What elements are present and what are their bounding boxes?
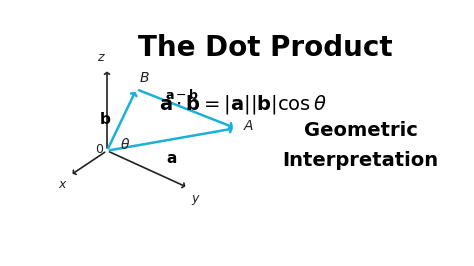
- Text: $\mathbf{a} \cdot \mathbf{b} = |\mathbf{a}||\mathbf{b}|\cos\theta$: $\mathbf{a} \cdot \mathbf{b} = |\mathbf{…: [159, 93, 327, 116]
- Text: $\mathbf{a}$: $\mathbf{a}$: [166, 151, 178, 166]
- Text: $\theta$: $\theta$: [119, 137, 130, 152]
- Text: $\mathbf{a}-\mathbf{b}$: $\mathbf{a}-\mathbf{b}$: [165, 88, 200, 102]
- Text: 0: 0: [95, 143, 103, 156]
- Text: The Dot Product: The Dot Product: [137, 34, 392, 62]
- Text: A: A: [244, 119, 253, 133]
- Text: Interpretation: Interpretation: [283, 151, 438, 171]
- Text: B: B: [140, 71, 150, 85]
- Text: Geometric: Geometric: [303, 121, 418, 140]
- Text: y: y: [191, 192, 199, 205]
- Text: z: z: [97, 51, 104, 64]
- Text: $\mathbf{b}$: $\mathbf{b}$: [99, 111, 111, 127]
- Text: x: x: [58, 178, 66, 191]
